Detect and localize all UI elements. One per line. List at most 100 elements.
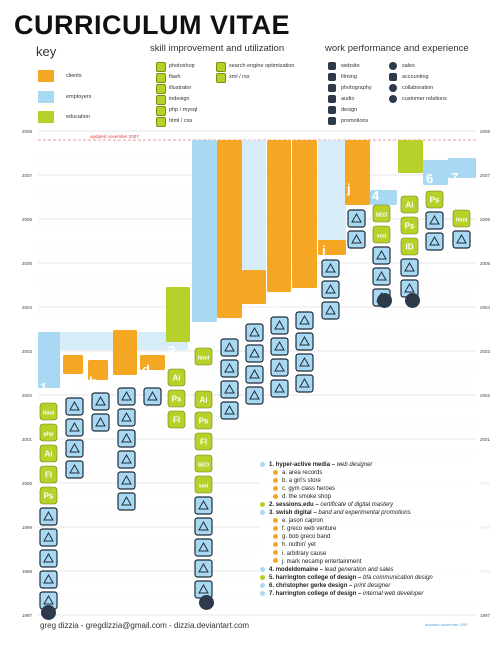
legend-item-1: 1. hyper-active media – web designer — [260, 461, 490, 469]
legend-item-j: j. mark necamp entertainment — [260, 558, 490, 566]
updated-label: updated november 2007 — [90, 134, 139, 139]
software-badge — [372, 225, 391, 244]
software-badge — [167, 368, 186, 387]
software-badge-label: html — [43, 411, 55, 417]
year-tick-left: 2002 — [22, 393, 33, 398]
column-label: 5 — [401, 176, 408, 191]
work-icon — [452, 230, 471, 249]
software-badge-label: Ps — [172, 395, 182, 404]
work-icon — [321, 280, 340, 299]
key-label-clients: clients — [66, 73, 82, 79]
work-icon — [321, 301, 340, 320]
bar-client-nuthin-yet — [292, 140, 317, 288]
work-icon-glyph — [325, 262, 336, 273]
work-icon — [372, 246, 391, 265]
page-title: CURRICULUM VITAE — [14, 10, 290, 40]
work-icon — [347, 209, 366, 228]
work-icon-glyph — [404, 282, 415, 293]
work-audio: audio — [341, 96, 355, 102]
column-label: b — [89, 374, 97, 389]
legend-item-b: b. a girl's store — [260, 477, 490, 485]
bar-client-greco-web — [242, 270, 266, 304]
column-label: c — [115, 372, 122, 387]
key-swatch-clients — [38, 70, 54, 82]
work-icon — [220, 359, 239, 378]
work-icon-glyph — [274, 382, 285, 393]
work-icon-glyph — [69, 421, 80, 432]
software-badge — [400, 216, 419, 235]
work-icon — [347, 230, 366, 249]
software-badge — [194, 347, 213, 366]
xml-icon — [216, 73, 226, 83]
work-icon-glyph — [299, 377, 310, 388]
skill-photoshop: photoshop — [169, 63, 195, 69]
work-icon — [65, 439, 84, 458]
work-icon — [425, 211, 444, 230]
software-badge — [194, 390, 213, 409]
work-icon — [65, 397, 84, 416]
year-tick-left: 2000 — [22, 481, 33, 486]
work-sales: sales — [402, 63, 415, 69]
column-label: 2 — [168, 343, 175, 358]
work-icon-glyph — [198, 541, 209, 552]
legend-item-a: a. area records — [260, 469, 490, 477]
software-badge — [39, 423, 58, 442]
software-badge — [194, 411, 213, 430]
lifebuoy-icon — [389, 95, 397, 103]
compass-icon — [328, 106, 336, 114]
software-badge-label: Ai — [200, 396, 208, 405]
work-icon — [400, 258, 419, 277]
software-badge — [39, 486, 58, 505]
software-badge-label: Fl — [200, 438, 207, 447]
year-tick-left: 2001 — [22, 437, 33, 442]
work-icon — [194, 517, 213, 536]
camera-icon — [328, 84, 336, 92]
work-icon-glyph — [351, 233, 362, 244]
legend-item-5: 5. harrington college of design – bfa co… — [260, 574, 490, 582]
work-icon-glyph — [249, 347, 260, 358]
software-badge — [400, 195, 419, 214]
year-tick-right: 2007 — [480, 173, 491, 178]
work-icon — [372, 267, 391, 286]
software-badge-label: xml — [199, 484, 209, 490]
software-badge — [167, 410, 186, 429]
skill-php: php / mysql — [169, 107, 198, 113]
work-icon — [425, 232, 444, 251]
bar-employer-swish-digital — [192, 140, 217, 322]
bar-client-arbitrary-cause — [318, 240, 346, 255]
skill-html: html / css — [169, 118, 193, 124]
work-icon-glyph — [249, 326, 260, 337]
work-icon — [143, 387, 162, 406]
software-badge-label: Fl — [45, 471, 52, 480]
bar-employer-swish-light-2 — [318, 140, 346, 245]
work-photography: photography — [341, 85, 372, 91]
work-icon — [220, 401, 239, 420]
work-icon-glyph — [249, 368, 260, 379]
bar-employer-modeldomaine — [370, 190, 397, 205]
software-badge-label: Ai — [406, 201, 414, 210]
work-icon-glyph — [69, 400, 80, 411]
legend-item-2: 2. sessions.edu – certificate of digital… — [260, 501, 490, 509]
bar-employer-swish-light — [242, 140, 266, 270]
work-icon-glyph — [121, 390, 132, 401]
column-label: h — [296, 288, 304, 303]
work-filming: filming — [341, 74, 357, 80]
column-label: d — [142, 362, 150, 377]
work-icon-glyph — [249, 389, 260, 400]
year-tick-right: 2002 — [480, 393, 491, 398]
skill-indesign: indesign — [169, 96, 190, 102]
work-icon-glyph — [43, 552, 54, 563]
year-tick-left: 1997 — [22, 613, 33, 618]
work-icon-glyph — [121, 495, 132, 506]
legend-item-i: i. arbitrary cause — [260, 550, 490, 558]
work-icon-glyph — [224, 362, 235, 373]
collaboration-icon — [389, 84, 397, 92]
round-icon — [199, 595, 214, 610]
footer-credit: donated november 2007 — [425, 622, 469, 627]
software-badge-label: Ai — [45, 450, 53, 459]
bar-education-sessions — [166, 287, 190, 342]
work-customer-relations: customer relations — [402, 96, 447, 102]
year-tick-left: 2006 — [22, 217, 33, 222]
work-icon — [194, 496, 213, 515]
legend-item-h: h. nuthin' yet — [260, 541, 490, 549]
